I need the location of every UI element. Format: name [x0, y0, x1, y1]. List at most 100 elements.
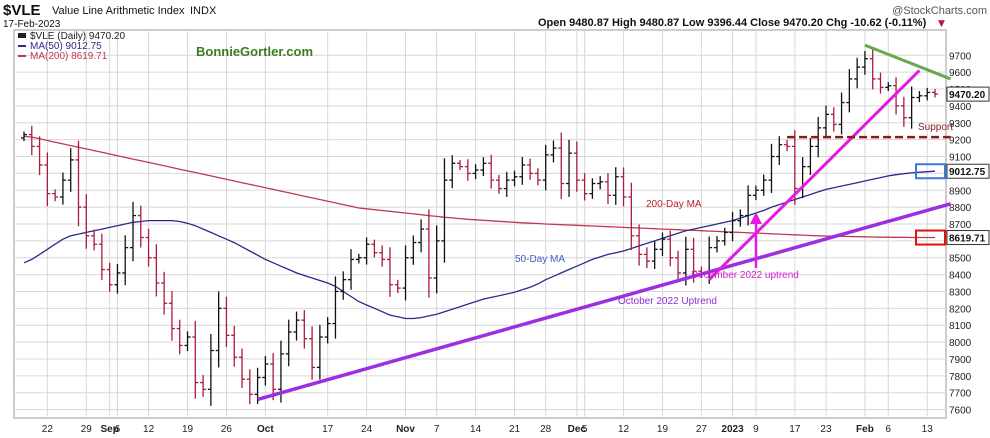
y-tick-label: 8100: [949, 321, 972, 332]
price-bar: [519, 156, 526, 185]
index-exchange: INDX: [190, 5, 217, 17]
price-bar: [589, 178, 596, 199]
dec-uptrend-annotation: December 2022 uptrend: [691, 270, 799, 281]
moving-averages: [23, 135, 936, 320]
x-tick-label: 29: [81, 424, 93, 435]
price-bar: [776, 136, 783, 166]
price-bar: [371, 239, 378, 258]
price-bar: [145, 228, 152, 267]
price-bar: [168, 291, 175, 341]
price-bar: [620, 167, 627, 207]
price-bar: [106, 262, 113, 292]
ma50-price-label: 9012.75: [915, 163, 990, 180]
price-bar: [449, 155, 456, 189]
ma50-price-label-text: 9012.75: [949, 167, 986, 178]
price-bar: [348, 249, 355, 290]
price-bar: [636, 224, 643, 266]
price-bar: [21, 131, 27, 142]
ma50-price-label-tag: [946, 163, 990, 179]
chg-down-arrow: ▼: [938, 19, 945, 29]
price-bar: [223, 296, 230, 347]
price-bar: [394, 279, 401, 293]
legend-swatch: [18, 33, 26, 38]
price-bar: [161, 271, 168, 315]
price-bar: [846, 69, 853, 113]
x-tick-label: 5: [582, 424, 588, 435]
close-price-label-text: 9470.20: [949, 90, 986, 101]
y-tick-label: 8200: [949, 304, 972, 315]
x-tick-label: 13: [922, 424, 934, 435]
y-tick-label: 8400: [949, 271, 972, 282]
price-bar: [200, 374, 207, 397]
chart-date: 17-Feb-2023: [3, 19, 61, 30]
price-bar: [861, 51, 868, 75]
x-tick-label: 23: [820, 424, 832, 435]
price-bar: [36, 136, 43, 176]
price-bar: [768, 143, 775, 193]
price-bar: [44, 152, 51, 207]
price-bar: [822, 105, 829, 137]
x-tick-label: 24: [361, 424, 373, 435]
oct-uptrend-annotation: October 2022 Uptrend: [618, 296, 717, 307]
price-bar: [838, 92, 845, 135]
x-tick-label: 6: [115, 424, 121, 435]
x-tick-label: 2023: [721, 424, 744, 435]
support-annotation: Support: [918, 122, 953, 133]
legend-ma50: MA(50) 9012.75: [30, 41, 102, 52]
price-bar: [239, 348, 246, 388]
price-bar: [511, 170, 518, 187]
price-bar: [760, 174, 767, 196]
price-bar: [877, 72, 884, 94]
ma200-price-label-tag: [946, 230, 990, 246]
price-bar: [418, 219, 425, 253]
price-bars: [21, 48, 938, 406]
y-tick-label: 9700: [949, 51, 972, 62]
y-tick-label: 9100: [949, 153, 972, 164]
dec-uptrend-arrow: [750, 212, 762, 268]
y-tick-label: 7600: [949, 406, 972, 417]
price-bar: [628, 182, 635, 251]
price-bar: [729, 211, 736, 242]
price-bar: [480, 157, 487, 177]
resistance-line: [864, 43, 952, 81]
ma200-price-label-text: 8619.71: [949, 234, 986, 245]
price-bar: [924, 87, 931, 101]
price-bar: [402, 245, 409, 301]
y-tick-label: 9600: [949, 68, 972, 79]
price-bar: [604, 173, 611, 205]
ma200-price-label: 8619.71: [915, 229, 990, 246]
price-bar: [75, 140, 82, 227]
price-bar: [472, 164, 479, 180]
price-bar: [176, 319, 183, 355]
price-bar: [122, 235, 129, 286]
price-bar: [573, 141, 580, 192]
price-bar: [869, 48, 876, 90]
y-tick-label: 7800: [949, 372, 972, 383]
price-bar: [597, 176, 604, 190]
x-tick-label: 26: [221, 424, 233, 435]
price-bar: [270, 353, 277, 401]
price-bar: [52, 189, 59, 202]
x-tick-label: 17: [322, 424, 334, 435]
price-bar: [612, 167, 619, 205]
price-bar: [433, 225, 440, 294]
price-bar: [98, 233, 105, 281]
price-bar: [581, 173, 588, 201]
price-bar: [659, 232, 666, 257]
y-tick-label: 8800: [949, 203, 972, 214]
price-bar: [900, 96, 907, 127]
price-bar: [784, 139, 791, 152]
price-bar: [425, 209, 432, 298]
x-tick-label: 6: [886, 424, 892, 435]
x-tick-label: Feb: [856, 424, 874, 435]
price-bar: [28, 125, 35, 156]
price-bar: [488, 154, 495, 189]
y-tick-label: 8300: [949, 287, 972, 298]
price-bar: [285, 319, 292, 367]
price-bar: [721, 227, 728, 246]
price-bar: [566, 139, 573, 197]
price-bar: [215, 291, 222, 368]
x-tick-label: 14: [470, 424, 482, 435]
price-bar: [830, 107, 837, 132]
x-tick-label: Dec: [568, 424, 587, 435]
